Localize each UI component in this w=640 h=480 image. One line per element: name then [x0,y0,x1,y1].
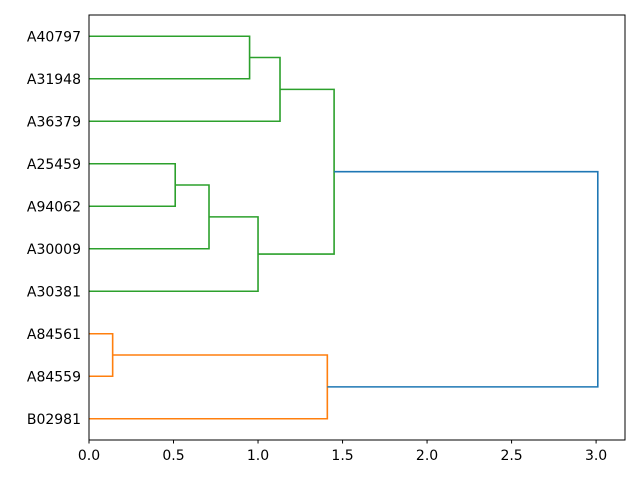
leaf-label: A31948 [27,72,81,88]
dendrogram-link [89,216,259,293]
dendrogram-link [327,170,599,388]
x-tick-label: 1.0 [247,448,269,464]
leaf-label: A36379 [27,114,81,130]
leaf-label: A94062 [27,199,81,215]
dendrogram-link [89,162,177,208]
leaf-label: A84559 [27,369,81,385]
leaf-label: A84561 [27,327,81,343]
dendrogram-link [89,35,251,80]
dendrogram-link [258,88,335,255]
leaf-label: A30381 [27,284,81,300]
x-tick-label: 0.5 [162,448,184,464]
dendrogram-link [89,332,114,378]
dendrogram-link [89,354,329,420]
dendrogram-link [89,184,210,250]
leaf-label: A25459 [27,157,81,173]
x-tick-label: 2.0 [416,448,438,464]
x-tick-label: 1.5 [331,448,353,464]
leaf-label: B02981 [27,412,81,428]
plot-border [88,14,626,441]
leaf-label: A30009 [27,242,81,258]
x-tick-label: 2.5 [500,448,522,464]
x-tick-label: 0.0 [78,448,100,464]
x-tick-label: 3.0 [585,448,607,464]
dendrogram-link [89,56,281,123]
leaf-label: A40797 [27,29,81,45]
